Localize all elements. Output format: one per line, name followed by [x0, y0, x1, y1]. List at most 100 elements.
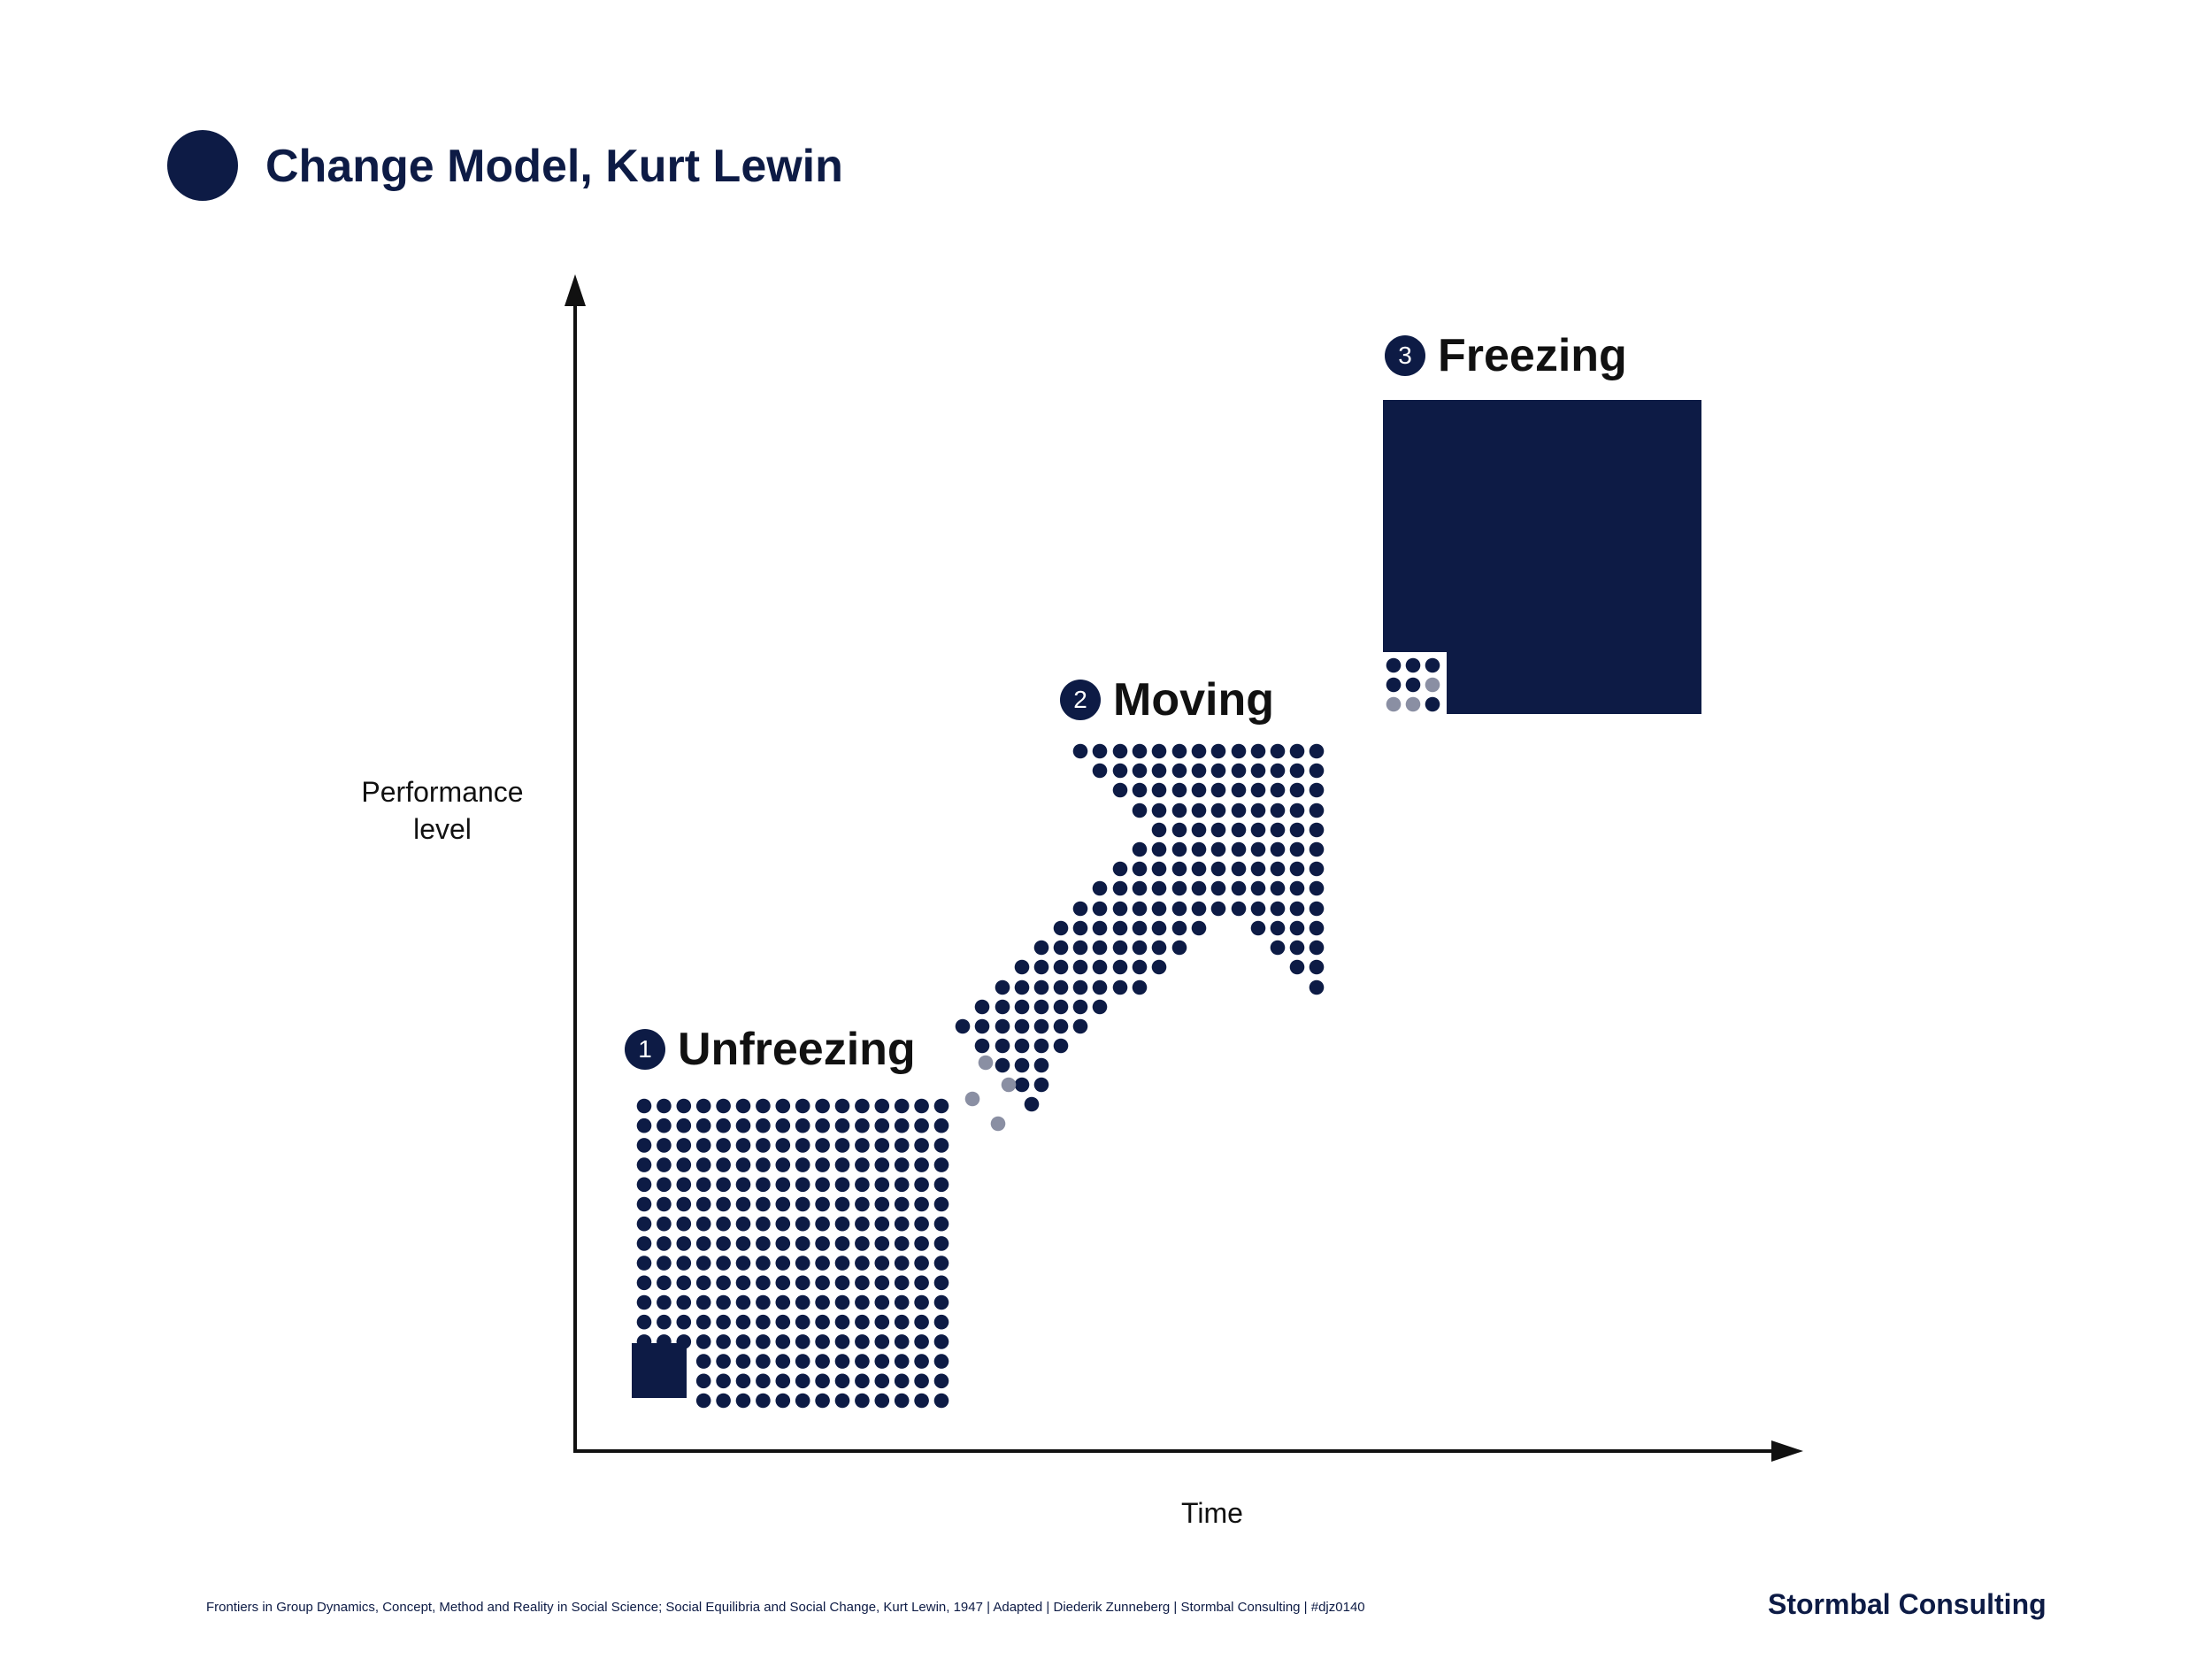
dot — [914, 1196, 929, 1212]
dot — [1289, 763, 1305, 779]
dot — [874, 1138, 890, 1153]
dot — [815, 1393, 830, 1409]
dot — [914, 1393, 929, 1409]
dot — [933, 1118, 949, 1133]
dot — [775, 1236, 791, 1251]
dot — [657, 1157, 672, 1172]
dot — [756, 1256, 771, 1271]
dot — [1053, 979, 1069, 995]
dot — [795, 1314, 810, 1330]
dot — [1171, 822, 1187, 838]
dot — [1171, 880, 1187, 896]
dot — [995, 1018, 1010, 1034]
dot — [1171, 901, 1187, 917]
dot — [855, 1118, 870, 1133]
dot — [914, 1138, 929, 1153]
dot — [1112, 743, 1128, 759]
dot — [815, 1098, 830, 1114]
dot — [756, 1098, 771, 1114]
dot — [1132, 743, 1148, 759]
dot — [756, 1354, 771, 1369]
dot — [775, 1354, 791, 1369]
dot — [1309, 822, 1325, 838]
dot — [1250, 901, 1266, 917]
dot — [834, 1177, 850, 1193]
dot — [855, 1236, 870, 1251]
dot — [1092, 940, 1108, 956]
dot — [716, 1354, 731, 1369]
dot — [735, 1216, 751, 1232]
dot — [933, 1334, 949, 1349]
dot — [657, 1256, 672, 1271]
dot — [914, 1236, 929, 1251]
dot — [657, 1098, 672, 1114]
dot — [874, 1334, 890, 1349]
dot — [834, 1393, 850, 1409]
dot — [1132, 920, 1148, 936]
dot — [1072, 901, 1088, 917]
dot — [756, 1236, 771, 1251]
dot — [834, 1275, 850, 1291]
dot — [735, 1373, 751, 1389]
dot — [1231, 901, 1247, 917]
dot — [695, 1236, 711, 1251]
freezing-solid-block — [1383, 400, 1701, 714]
dot — [894, 1177, 910, 1193]
dot — [1289, 822, 1305, 838]
dot — [1033, 959, 1049, 975]
dot — [1405, 677, 1421, 693]
dot — [933, 1177, 949, 1193]
dot — [834, 1196, 850, 1212]
dot — [855, 1196, 870, 1212]
dot — [933, 1373, 949, 1389]
dot — [1072, 999, 1088, 1015]
dot — [636, 1236, 652, 1251]
dot — [695, 1393, 711, 1409]
dot — [657, 1216, 672, 1232]
dot — [735, 1138, 751, 1153]
dot — [1210, 782, 1226, 798]
dot — [795, 1118, 810, 1133]
dot — [855, 1334, 870, 1349]
dot — [933, 1294, 949, 1310]
dot — [636, 1256, 652, 1271]
dot — [716, 1216, 731, 1232]
dot — [795, 1216, 810, 1232]
dot — [1132, 979, 1148, 995]
dot — [676, 1138, 692, 1153]
dot — [995, 1057, 1010, 1073]
dot — [914, 1354, 929, 1369]
dot — [815, 1236, 830, 1251]
dot — [1112, 763, 1128, 779]
dot — [894, 1118, 910, 1133]
dot — [874, 1196, 890, 1212]
dot — [933, 1236, 949, 1251]
dot — [1210, 901, 1226, 917]
dot — [933, 1098, 949, 1114]
dot — [1250, 861, 1266, 877]
dot — [1033, 1057, 1049, 1073]
dot — [1210, 763, 1226, 779]
dot — [1191, 763, 1207, 779]
dot — [775, 1256, 791, 1271]
dot — [1171, 841, 1187, 857]
dot — [1210, 803, 1226, 818]
dot — [1151, 861, 1167, 877]
dot — [815, 1177, 830, 1193]
dot — [756, 1275, 771, 1291]
dot — [974, 999, 990, 1015]
dot — [657, 1294, 672, 1310]
dot — [735, 1157, 751, 1172]
dot — [874, 1294, 890, 1310]
dot — [1092, 959, 1108, 975]
dot — [834, 1334, 850, 1349]
unfreezing-dot-grid — [636, 1098, 949, 1409]
dot — [834, 1314, 850, 1330]
dot — [933, 1354, 949, 1369]
dot — [1270, 841, 1286, 857]
stage-number-badge: 2 — [1060, 680, 1101, 720]
dot — [1053, 940, 1069, 956]
dot — [636, 1098, 652, 1114]
dot — [1151, 743, 1167, 759]
dot — [914, 1098, 929, 1114]
